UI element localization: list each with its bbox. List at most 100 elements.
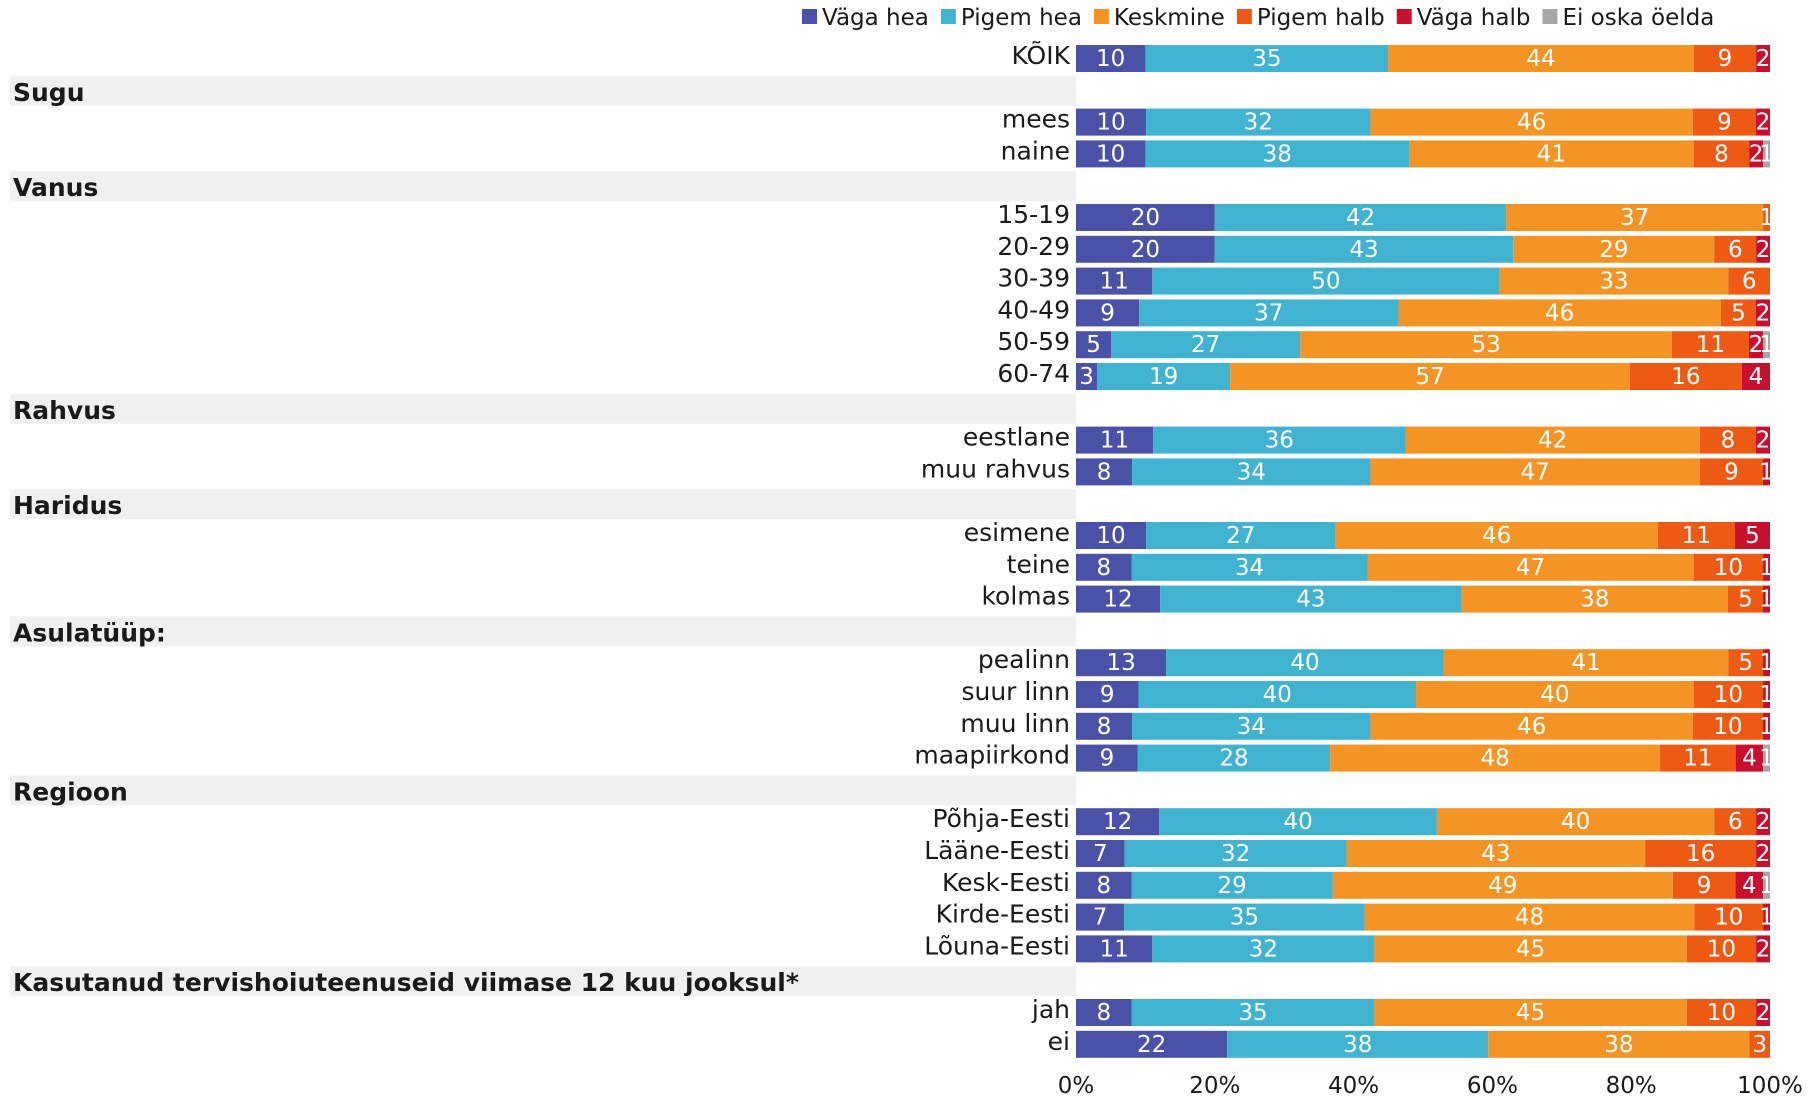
data-label-laane-eesti-vaga-halb: 2 [1756,841,1771,867]
data-label-eestlane-pigem-halb: 8 [1721,428,1736,454]
row-label-suur-linn: suur linn [961,677,1070,706]
bar-segment-muu-rahvus-keskmine [1370,458,1700,486]
legend-swatch-pigem-halb [1236,9,1252,24]
bar-row-maapiirkond: maapiirkond 9 28 48 11 4 1 [914,741,1774,772]
group-band-rahvus [10,393,1076,424]
bar-segment-kirde-eesti-vaga-hea [1076,903,1125,931]
bar-segment-pealinn-pigem-hea [1166,649,1444,677]
data-label-jah-keskmine: 45 [1516,1000,1545,1026]
bar-segment-naine-vaga-hea [1076,140,1146,168]
group-label-kasutanud-tervishoiuteenuseid-viimase-12-kuu-jooksul: Kasutanud tervishoiuteenuseid viimase 12… [13,968,799,997]
row-label-muu-rahvus: muu rahvus [921,454,1070,483]
data-label-suur-linn-keskmine: 40 [1540,682,1569,708]
bar-segment-30-39-keskmine [1499,267,1729,295]
bar-segment-suur-linn-vaga-halb [1763,681,1770,708]
bar-segment-kolmas-vaga-hea [1076,585,1161,613]
bar-segment-50-59-vaga-halb [1748,331,1763,359]
bar-segment-jah-vaga-hea [1076,999,1132,1026]
bar-segment-mees-pigem-hea [1146,108,1371,136]
bar-segment-60-74-keskmine [1230,363,1630,390]
data-label-teine-pigem-halb: 10 [1714,555,1743,581]
data-label-ei-vaga-hea: 22 [1137,1032,1166,1058]
data-label-teine-pigem-hea: 34 [1235,555,1264,581]
data-label-jah-vaga-hea: 8 [1096,1000,1111,1026]
bar-segment-jah-vaga-halb [1756,999,1770,1026]
data-label-louna-eesti-keskmine: 45 [1516,936,1545,962]
data-label-15-19-pigem-hea: 42 [1346,205,1375,231]
data-label-50-59-pigem-hea: 27 [1191,332,1220,358]
bar-segment-esimene-vaga-halb [1734,522,1770,549]
bar-segment-kesk-eesti-vaga-hea [1076,871,1132,899]
bar-segment-muu-linn-keskmine [1370,712,1693,740]
data-label-muu-rahvus-pigem-halb: 9 [1724,459,1739,485]
bar-segment-louna-eesti-vaga-halb [1756,935,1770,963]
data-label-50-59-vaga-halb: 2 [1749,332,1764,358]
data-label-60-74-vaga-hea: 3 [1079,364,1094,390]
bar-segment-kolmas-vaga-halb [1762,585,1770,613]
data-label-louna-eesti-vaga-hea: 11 [1100,936,1129,962]
data-label-50-59-pigem-halb: 11 [1696,332,1725,358]
data-label-mees-vaga-halb: 2 [1756,110,1771,136]
data-label-muu-linn-keskmine: 46 [1517,714,1546,740]
row-label-pohja-eesti: Põhja-Eesti [932,804,1070,833]
bar-segment-ei-pigem-hea [1227,1030,1489,1058]
bar-segment-pohja-eesti-vaga-hea [1076,808,1160,836]
bar-row-60-74: 60-74 3 19 57 16 4 [997,359,1770,390]
bar-segment-naine-pigem-halb [1693,140,1750,168]
row-label-40-49: 40-49 [997,295,1070,324]
data-label-louna-eesti-pigem-halb: 10 [1707,936,1736,962]
data-label-40-49-pigem-halb: 5 [1731,300,1746,326]
data-label-30-39-keskmine: 33 [1599,269,1628,295]
row-label-15-19: 15-19 [997,200,1070,229]
data-label-louna-eesti-pigem-hea: 32 [1249,936,1278,962]
bar-segment-laane-eesti-vaga-halb [1756,840,1770,867]
bar-segment-jah-pigem-hea [1131,999,1375,1026]
bar-segment-15-19-keskmine [1506,204,1764,231]
data-label-60-74-pigem-halb: 16 [1671,364,1700,390]
bar-segment-mees-vaga-hea [1076,108,1147,136]
x-tick-label: 0% [1058,1073,1095,1099]
bar-segment-laane-eesti-keskmine [1346,840,1646,867]
data-label-pealinn-keskmine: 41 [1571,650,1600,676]
bar-segment-pealinn-pigem-halb [1728,649,1764,677]
data-label-15-19-vaga-hea: 20 [1131,205,1160,231]
bar-segment-muu-linn-vaga-halb [1762,712,1770,740]
bar-segment-kirde-eesti-vaga-halb [1763,903,1770,931]
legend-label-vaga-hea: Väga hea [822,5,929,31]
data-label-maapiirkond-vaga-halb: 4 [1742,746,1757,772]
data-label-mees-keskmine: 46 [1517,110,1546,136]
legend-label-keskmine: Keskmine [1114,5,1225,31]
group-band-sugu [10,75,1076,106]
data-label-30-39-pigem-halb: 6 [1742,269,1757,295]
data-label-20-29-pigem-halb: 6 [1728,237,1743,263]
data-label-60-74-keskmine: 57 [1415,364,1444,390]
bar-segment-40-49-vaga-halb [1755,299,1770,327]
bar-segment-pohja-eesti-keskmine [1436,808,1715,836]
bar-segment-naine-ei-oska-oelda [1763,140,1770,168]
bar-segment-15-19-pigem-hea [1214,204,1507,231]
row-label-esimene: esimene [964,518,1070,547]
bar-segment-koik-pigem-halb [1693,45,1757,72]
data-label-naine-pigem-halb: 8 [1714,141,1729,167]
bar-segment-maapiirkond-pigem-hea [1137,744,1331,772]
data-label-naine-vaga-halb: 2 [1749,141,1764,167]
group-label-rahvus: Rahvus [13,396,116,425]
bar-segment-jah-pigem-halb [1686,999,1757,1026]
data-label-20-29-keskmine: 29 [1599,237,1628,263]
data-label-mees-vaga-hea: 10 [1096,110,1125,136]
data-label-20-29-pigem-hea: 43 [1349,237,1378,263]
bar-segment-naine-pigem-hea [1145,140,1410,168]
bar-segment-muu-linn-pigem-halb [1692,712,1763,740]
data-label-naine-ei-oska-oelda: 1 [1759,141,1774,167]
bar-segment-suur-linn-vaga-hea [1076,681,1139,708]
data-label-muu-linn-pigem-hea: 34 [1237,714,1266,740]
data-label-kolmas-keskmine: 38 [1580,587,1609,613]
bar-row-kesk-eesti: Kesk-Eesti 8 29 49 9 4 1 [942,868,1774,899]
data-label-40-49-vaga-hea: 9 [1100,300,1115,326]
data-label-kirde-eesti-vaga-hea: 7 [1093,905,1108,931]
bar-segment-suur-linn-pigem-halb [1693,681,1764,708]
bar-segment-15-19-pigem-halb [1763,204,1770,231]
data-label-naine-pigem-hea: 38 [1263,141,1292,167]
bar-segment-muu-rahvus-pigem-hea [1132,458,1371,486]
